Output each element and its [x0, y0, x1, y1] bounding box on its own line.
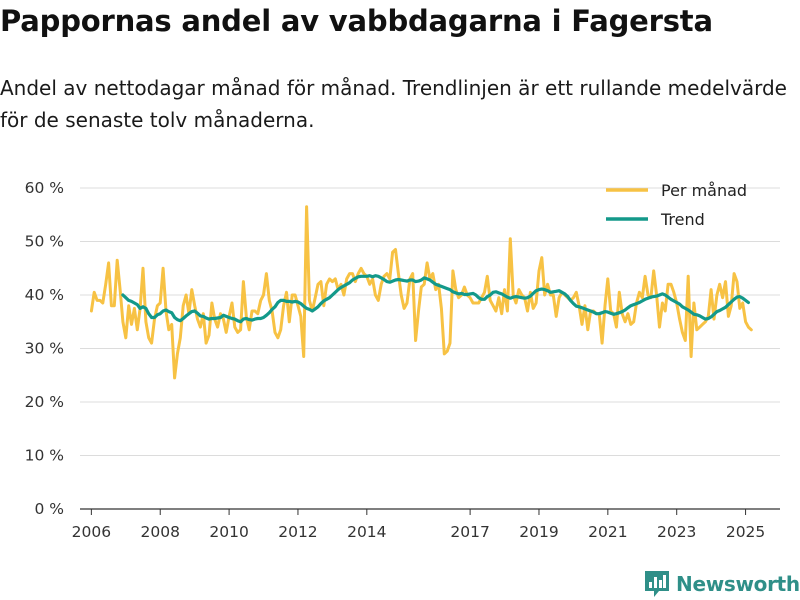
x-tick-label: 2010	[209, 523, 248, 541]
legend: Per månad Trend	[606, 181, 747, 229]
y-axis: 0 % 10 % 20 % 30 % 40 % 50 % 60 %	[25, 179, 64, 518]
y-tick-label: 60 %	[25, 179, 64, 197]
x-tick-label: 2021	[588, 523, 627, 541]
grid-lines	[80, 187, 780, 510]
y-tick-label: 10 %	[25, 447, 64, 465]
x-tick-label: 2012	[278, 523, 317, 541]
newsworthy-logo: Newsworthy	[644, 568, 800, 600]
legend-per-month-label: Per månad	[661, 181, 747, 200]
x-tick-label: 2006	[72, 523, 111, 541]
chart-title: Pappornas andel av vabbdagarna i Fagerst…	[0, 4, 713, 38]
x-axis: 2006 2008 2010 2012 2014 2017 2019 2021 2023 2025	[72, 509, 765, 541]
x-tick-label: 2008	[140, 523, 179, 541]
x-tick-label: 2019	[519, 523, 558, 541]
x-tick-label: 2025	[726, 523, 765, 541]
y-tick-label: 50 %	[25, 233, 64, 251]
series-lines	[89, 205, 753, 380]
x-tick-label: 2014	[347, 523, 386, 541]
x-tick-label: 2023	[657, 523, 696, 541]
y-tick-label: 20 %	[25, 393, 64, 411]
y-tick-label: 0 %	[34, 500, 64, 518]
chart-subtitle: Andel av nettodagar månad för månad. Tre…	[0, 76, 787, 132]
y-tick-label: 30 %	[25, 340, 64, 358]
per-month-line	[89, 205, 753, 380]
y-tick-label: 40 %	[25, 286, 64, 304]
trend-line	[121, 274, 750, 324]
newsworthy-logo-icon	[645, 571, 669, 597]
brand-name: Newsworthy	[676, 572, 800, 596]
x-tick-label: 2017	[450, 523, 489, 541]
legend-trend-label: Trend	[660, 210, 705, 229]
